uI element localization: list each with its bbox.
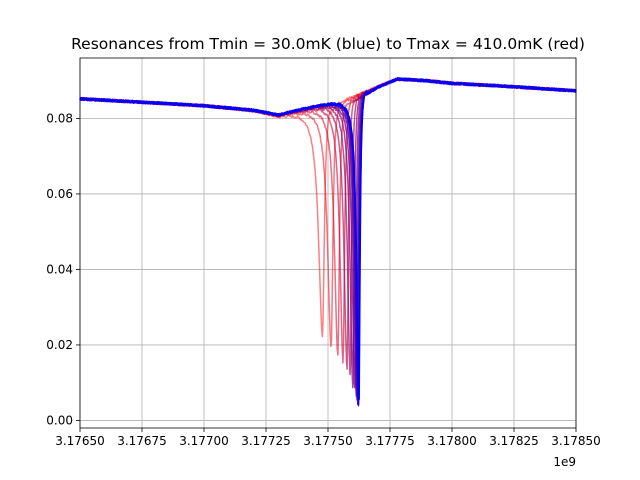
series-layer xyxy=(79,77,577,407)
y-tick-label: 0.08 xyxy=(46,111,73,125)
x-tick-label: 3.17650 xyxy=(55,434,105,448)
y-tick-label: 0.06 xyxy=(46,187,73,201)
x-tick-label: 3.17850 xyxy=(551,434,601,448)
x-offset-label: 1e9 xyxy=(553,455,576,469)
x-tick-label: 3.17800 xyxy=(427,434,477,448)
y-tick-label: 0.02 xyxy=(46,338,73,352)
y-tick-label: 0.04 xyxy=(46,262,73,276)
chart-title: Resonances from Tmin = 30.0mK (blue) to … xyxy=(71,35,585,53)
x-tick-label: 3.17725 xyxy=(241,434,291,448)
x-tick-label: 3.17675 xyxy=(117,434,167,448)
x-tick-label: 3.17825 xyxy=(489,434,539,448)
resonance-series-line xyxy=(79,77,577,401)
y-tick-label: 0.00 xyxy=(46,413,73,427)
x-tick-label: 3.17775 xyxy=(365,434,415,448)
x-tick-label: 3.17750 xyxy=(303,434,353,448)
x-tick-label: 3.17700 xyxy=(179,434,229,448)
tick-layer: 3.17650 3.17675 3.17700 3.17725 3.17750 3.177… xyxy=(46,111,601,448)
